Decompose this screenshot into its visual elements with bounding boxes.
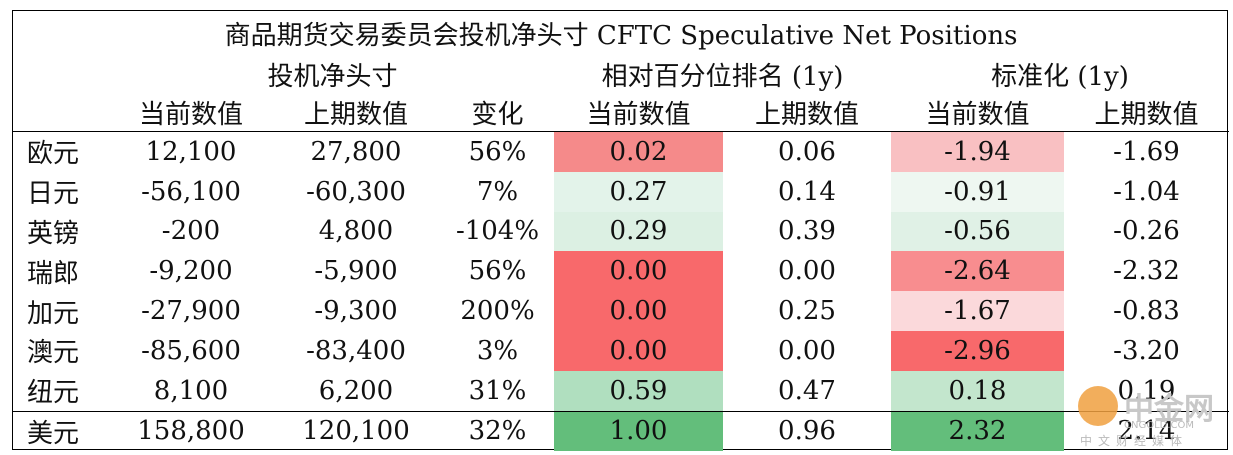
row-label: 澳元 <box>27 338 80 369</box>
table-frame: 商品期货交易委员会投机净头寸 CFTC Speculative Net Posi… <box>12 10 1229 452</box>
table-cell: -9,300 <box>314 296 398 327</box>
table-cell: 6,200 <box>318 375 394 406</box>
table-cell: 3% <box>476 335 519 366</box>
group-header: 相对百分位排名 (1y) <box>601 61 844 92</box>
table-cell: -83,400 <box>306 335 406 366</box>
group-header: 投机净头寸 <box>267 61 398 92</box>
table-cell: -1.67 <box>891 291 1064 331</box>
table-row: 美元 158,800 120,100 32% 1.00 0.96 2.32 2.14 <box>13 410 1229 452</box>
table-row: 英镑 -200 4,800 -104% 0.29 0.39 -0.56 -0.26 <box>13 211 1229 252</box>
table-cell: 56% <box>468 136 527 167</box>
table-cell: 2.14 <box>1064 410 1229 452</box>
row-label: 欧元 <box>27 139 80 170</box>
column-header: 上期数值 <box>723 93 891 132</box>
table-cell: -27,900 <box>141 296 241 327</box>
table-cell: 0.00 <box>778 335 836 366</box>
row-label: 日元 <box>27 179 80 210</box>
table-cell: -0.56 <box>891 211 1064 252</box>
table-cell: 12,100 <box>145 136 237 167</box>
row-label: 纽元 <box>27 378 80 409</box>
table-cell: -2.64 <box>891 251 1064 292</box>
table-cell: -3.20 <box>1113 335 1180 366</box>
table-cell: 8,100 <box>153 375 229 406</box>
table-cell: 0.18 <box>891 370 1064 412</box>
table-cell: -1.04 <box>1113 176 1180 207</box>
column-header: 上期数值 <box>1064 93 1229 132</box>
table-cell: 0.29 <box>554 211 723 252</box>
table-cell: -1.69 <box>1113 136 1180 167</box>
table-cell: 0.59 <box>554 370 723 412</box>
table-row: 瑞郎 -9,200 -5,900 56% 0.00 0.00 -2.64 -2.32 <box>13 251 1229 292</box>
table-cell: 2.32 <box>891 410 1064 452</box>
table-cell: 0.00 <box>554 330 723 371</box>
table-cell: -200 <box>161 216 221 247</box>
table-cell: 120,100 <box>271 410 441 452</box>
table-cell: 1.00 <box>554 410 723 452</box>
table-cell: 4,800 <box>318 216 394 247</box>
table-row: 加元 -27,900 -9,300 200% 0.00 0.25 -1.67 -0.83 <box>13 291 1229 331</box>
table-cell: 0.39 <box>778 216 836 247</box>
table-cell: -0.91 <box>891 171 1064 212</box>
table-cell: 7% <box>476 176 519 207</box>
table-cell: 0.06 <box>778 136 836 167</box>
table-title: 商品期货交易委员会投机净头寸 CFTC Speculative Net Posi… <box>224 20 1018 51</box>
table-cell: 31% <box>468 375 527 406</box>
table-cell: -0.26 <box>1113 216 1180 247</box>
table-cell: 0.00 <box>778 256 836 287</box>
column-header: 上期数值 <box>271 93 441 132</box>
table-cell: 0.47 <box>778 375 836 406</box>
table-cell: 0.19 <box>1117 375 1176 406</box>
table-row: 纽元 8,100 6,200 31% 0.59 0.47 0.18 0.19 <box>13 370 1229 412</box>
table-cell: 27,800 <box>310 136 402 167</box>
table-cell: 32% <box>441 410 554 452</box>
table-row: 日元 -56,100 -60,300 7% 0.27 0.14 -0.91 -1.04 <box>13 171 1229 212</box>
table-cell: -2.96 <box>891 330 1064 371</box>
row-label: 美元 <box>13 410 111 452</box>
row-label: 英镑 <box>27 218 80 249</box>
row-label: 加元 <box>27 298 80 329</box>
table-cell: 158,800 <box>111 410 271 452</box>
table-row: 澳元 -85,600 -83,400 3% 0.00 0.00 -2.96 -3.20 <box>13 330 1229 371</box>
table-cell: 200% <box>460 296 535 327</box>
table-cell: 0.96 <box>723 410 891 452</box>
header-spacer <box>13 93 111 132</box>
table-cell: 0.27 <box>554 171 723 212</box>
group-header: 标准化 (1y) <box>991 61 1129 92</box>
table-cell: 0.25 <box>778 296 836 327</box>
table-cell: -1.94 <box>891 131 1064 172</box>
column-header: 当前数值 <box>554 93 723 132</box>
column-header: 当前数值 <box>111 93 271 132</box>
table-cell: -85,600 <box>141 335 241 366</box>
table-cell: -60,300 <box>306 176 406 207</box>
table-cell: -56,100 <box>141 176 241 207</box>
table-cell: 0.00 <box>554 291 723 331</box>
header-spacer <box>13 55 111 93</box>
column-header: 当前数值 <box>891 93 1064 132</box>
table-cell: -104% <box>455 216 540 247</box>
row-label: 瑞郎 <box>27 258 80 289</box>
data-table: 商品期货交易委员会投机净头寸 CFTC Speculative Net Posi… <box>13 11 1229 452</box>
table-cell: -5,900 <box>314 256 398 287</box>
table-row: 欧元 12,100 27,800 56% 0.02 0.06 -1.94 -1.69 <box>13 131 1229 172</box>
table-cell: 0.00 <box>554 251 723 292</box>
column-header: 变化 <box>441 93 554 132</box>
table-cell: 0.02 <box>554 131 723 172</box>
table-cell: -2.32 <box>1113 256 1180 287</box>
table-cell: -0.83 <box>1113 296 1180 327</box>
table-cell: -9,200 <box>149 256 233 287</box>
table-cell: 0.14 <box>778 176 836 207</box>
table-cell: 56% <box>468 256 527 287</box>
